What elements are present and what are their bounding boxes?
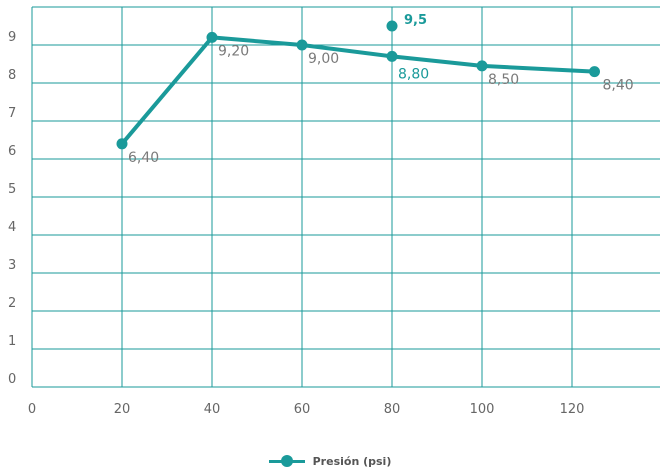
legend: Presión (psi): [0, 454, 660, 468]
highlight-point: [386, 20, 398, 32]
y-tick-label: 1: [8, 334, 16, 349]
y-tick-label: 7: [8, 106, 16, 121]
x-tick-label: 20: [114, 402, 131, 417]
legend-series-label: Presión (psi): [312, 454, 392, 468]
data-label: 6,40: [128, 150, 159, 166]
y-tick-label: 4: [8, 220, 16, 235]
data-label: 8,50: [488, 72, 519, 88]
x-tick-label: 80: [384, 402, 401, 417]
series-point: [296, 39, 308, 51]
series-point: [476, 60, 488, 72]
y-tick-label: 8: [8, 68, 16, 83]
y-axis-ticks: 0 1 2 3 4 5 6 7 8 9: [8, 30, 16, 387]
series-point: [116, 138, 128, 150]
y-tick-label: 6: [8, 144, 16, 159]
data-labels: 6,40 9,20 9,00 8,80 8,50 8,40 9,5: [128, 13, 634, 166]
grid: [31, 6, 660, 388]
y-tick-label: 2: [8, 296, 16, 311]
series-point: [589, 66, 600, 78]
series-point: [386, 50, 398, 62]
data-label: 9,00: [308, 51, 339, 67]
x-axis-ticks: 0 20 40 60 80 100 120: [28, 402, 585, 417]
chart: 0 1 2 3 4 5 6 7 8 9 0 20 40 60 80 100 120 6,40 9,20 9,00 8…: [8, 6, 660, 417]
y-tick-label: 0: [8, 372, 16, 387]
x-tick-label: 120: [560, 402, 585, 417]
x-tick-label: 40: [204, 402, 221, 417]
highlight-label: 9,5: [404, 13, 427, 28]
y-tick-label: 3: [8, 258, 16, 273]
legend-series-marker: [268, 454, 305, 468]
y-tick-label: 5: [8, 182, 16, 197]
y-tick-label: 9: [8, 30, 16, 45]
data-label: 8,40: [603, 78, 634, 94]
series-line: [120, 35, 595, 146]
data-label: 8,80: [398, 66, 429, 82]
x-tick-label: 0: [28, 402, 36, 417]
x-tick-label: 100: [470, 402, 495, 417]
series-point: [206, 31, 218, 43]
series: [116, 20, 600, 150]
data-label: 9,20: [218, 43, 249, 59]
x-tick-label: 60: [294, 402, 311, 417]
